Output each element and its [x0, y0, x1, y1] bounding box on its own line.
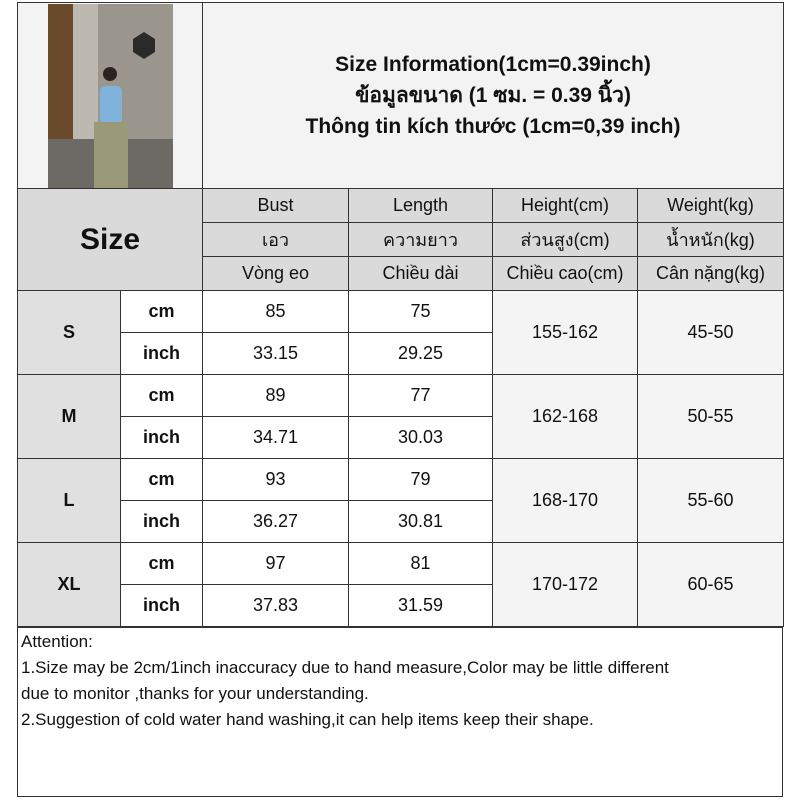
- col-bust-en: Bust: [202, 188, 349, 223]
- bust-inch: 36.27: [202, 500, 349, 543]
- table-row: inch 37.83 31.59: [18, 584, 784, 627]
- size-label: S: [17, 290, 121, 375]
- length-inch: 31.59: [348, 584, 493, 627]
- attention-heading: Attention:: [21, 632, 93, 651]
- unit-cm: cm: [120, 374, 203, 417]
- col-height-th: ส่วนสูง(cm): [492, 222, 638, 257]
- unit-cm: cm: [120, 458, 203, 501]
- length-cm: 79: [348, 458, 493, 501]
- col-bust-vi: Vòng eo: [202, 256, 349, 291]
- size-header: Size: [17, 188, 203, 291]
- table-row: M cm 89 77 162-168 50-55: [17, 374, 785, 459]
- bust-cm: 89: [202, 374, 349, 417]
- bust-cm: 97: [202, 542, 349, 585]
- attention-line: 2.Suggestion of cold water hand washing,…: [21, 710, 594, 729]
- height-range: 162-168: [492, 374, 638, 459]
- col-weight-en: Weight(kg): [636, 188, 785, 223]
- length-cm: 81: [348, 542, 493, 585]
- length-cm: 75: [348, 290, 493, 333]
- col-length-en: Length: [348, 188, 493, 223]
- table-row: inch 36.27 30.81: [18, 500, 784, 543]
- bust-inch: 34.71: [202, 416, 349, 459]
- col-length-vi: Chiều dài: [348, 256, 493, 291]
- col-length-th: ความยาว: [348, 222, 493, 257]
- table-row: XL cm 97 81 170-172 60-65: [17, 542, 785, 627]
- size-label: M: [17, 374, 121, 459]
- product-photo: [47, 3, 173, 188]
- title-english: Size Information(1cm=0.39inch): [335, 53, 651, 76]
- title-thai: ข้อมูลขนาด (1 ซม. = 0.39 นิ้ว): [355, 84, 631, 107]
- unit-cm: cm: [120, 542, 203, 585]
- size-table: Size Information(1cm=0.39inch) ข้อมูลขนา…: [17, 2, 785, 627]
- col-weight-vi: Cân nặng(kg): [636, 256, 785, 291]
- bust-inch: 37.83: [202, 584, 349, 627]
- size-info-title: Size Information(1cm=0.39inch) ข้อมูลขนา…: [201, 2, 785, 189]
- attention-line: due to monitor ,thanks for your understa…: [21, 684, 369, 703]
- weight-range: 45-50: [636, 290, 785, 375]
- bust-inch: 33.15: [202, 332, 349, 375]
- length-inch: 30.81: [348, 500, 493, 543]
- height-range: 168-170: [492, 458, 638, 543]
- height-range: 155-162: [492, 290, 638, 375]
- unit-inch: inch: [120, 332, 203, 375]
- col-weight-th: น้ำหนัก(kg): [636, 222, 785, 257]
- table-row: inch 34.71 30.03: [18, 416, 784, 459]
- product-photo-cell: [17, 2, 203, 189]
- table-row: S cm 85 75 155-162 45-50: [17, 290, 785, 375]
- col-bust-th: เอว: [202, 222, 349, 257]
- bust-cm: 93: [202, 458, 349, 501]
- length-cm: 77: [348, 374, 493, 417]
- unit-inch: inch: [120, 500, 203, 543]
- unit-inch: inch: [120, 584, 203, 627]
- unit-cm: cm: [120, 290, 203, 333]
- length-inch: 29.25: [348, 332, 493, 375]
- height-range: 170-172: [492, 542, 638, 627]
- size-label: L: [17, 458, 121, 543]
- weight-range: 60-65: [636, 542, 785, 627]
- col-height-vi: Chiều cao(cm): [492, 256, 638, 291]
- length-inch: 30.03: [348, 416, 493, 459]
- unit-inch: inch: [120, 416, 203, 459]
- attention-notes: Attention: 1.Size may be 2cm/1inch inacc…: [17, 627, 783, 797]
- table-row: L cm 93 79 168-170 55-60: [17, 458, 785, 543]
- weight-range: 50-55: [636, 374, 785, 459]
- title-vietnamese: Thông tin kích thước (1cm=0,39 inch): [305, 115, 681, 138]
- bust-cm: 85: [202, 290, 349, 333]
- size-label: XL: [17, 542, 121, 627]
- table-row: inch 33.15 29.25: [18, 332, 784, 375]
- attention-line: 1.Size may be 2cm/1inch inaccuracy due t…: [21, 658, 669, 677]
- weight-range: 55-60: [636, 458, 785, 543]
- col-height-en: Height(cm): [492, 188, 638, 223]
